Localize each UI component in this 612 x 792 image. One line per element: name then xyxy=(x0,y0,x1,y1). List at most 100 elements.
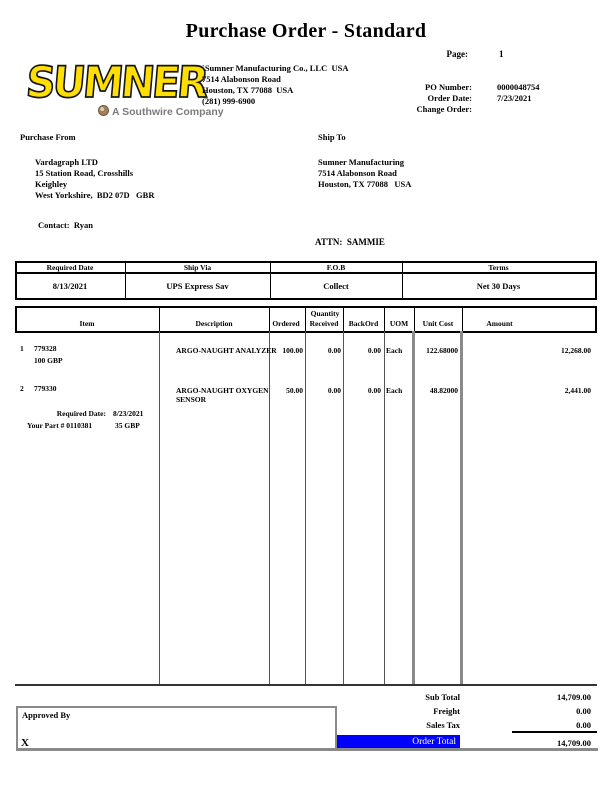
vendor-address-line: West Yorkshire, BD2 07D GBR xyxy=(35,190,155,200)
attn-label: ATTN: xyxy=(315,237,343,247)
company-address-line: `Sumner Manufacturing Co., LLC USA xyxy=(202,63,349,73)
ship-to-address: Sumner Manufacturing 7514 Alabonson Road… xyxy=(318,157,411,190)
row1-item-number: 779328 xyxy=(34,344,57,353)
order-meta-labels: PO Number: Order Date: Change Order: xyxy=(370,82,472,115)
vendor-address-line: 15 Station Road, Crosshills xyxy=(35,168,134,178)
terms-header-terms: Terms xyxy=(488,263,509,272)
order-total-bar: Order Total xyxy=(337,735,460,750)
items-header-amount: Amount xyxy=(486,319,513,328)
items-header-divider xyxy=(384,308,385,331)
items-header-received: Received xyxy=(309,319,339,328)
items-body-divider xyxy=(343,331,344,684)
terms-col-divider xyxy=(402,261,403,300)
terms-header-fob: F.O.B xyxy=(326,263,346,272)
terms-value-required-date: 8/13/2021 xyxy=(52,281,88,291)
vendor-address: Vardagraph LTD 15 Station Road, Crosshil… xyxy=(35,157,154,201)
logo-tagline: A Southwire Company xyxy=(98,105,224,118)
contact-line: Contact: Ryan xyxy=(38,220,93,231)
company-address-line: (281) 999-6900 xyxy=(202,96,256,106)
attn-line: ATTN: SAMMIE xyxy=(315,237,385,248)
row1-description: ARGO-NAUGHT ANALYZER xyxy=(176,346,277,355)
southwire-globe-icon xyxy=(98,105,109,116)
terms-header-required-date: Required Date xyxy=(46,263,94,272)
items-header-divider xyxy=(343,308,344,331)
sales-tax-value: 0.00 xyxy=(576,720,591,730)
contact-label: Contact: xyxy=(38,220,70,230)
order-total-rule xyxy=(512,731,597,733)
row1-ordered: 100.00 xyxy=(282,346,303,355)
row2-item-number: 779330 xyxy=(34,384,57,393)
page-title: Purchase Order - Standard xyxy=(185,20,427,42)
items-header-unit-cost: Unit Cost xyxy=(422,319,454,328)
items-body-divider xyxy=(269,331,270,684)
order-meta-values: 0000048754 7/23/2021 xyxy=(497,82,540,104)
row2-part-qty: 35 GBP xyxy=(115,421,140,430)
items-body-divider-thick xyxy=(412,331,415,684)
row2-description-line2: SENSOR xyxy=(176,395,207,404)
row2-received: 0.00 xyxy=(327,386,341,395)
items-header-quantity-group: Quantity xyxy=(310,309,340,318)
attn-value: SAMMIE xyxy=(346,237,385,247)
items-header-border xyxy=(15,306,597,333)
items-header-divider xyxy=(462,308,463,331)
order-total-label: Order Total xyxy=(412,737,456,747)
company-address-line: Houston, TX 77088 USA xyxy=(202,85,294,95)
items-body-divider xyxy=(384,331,385,684)
company-address-line: 7514 Alabonson Road xyxy=(202,74,281,84)
terms-value-terms: Net 30 Days xyxy=(476,281,521,291)
sub-total-value: 14,709.00 xyxy=(557,692,591,702)
sub-total-label: Sub Total xyxy=(425,692,460,702)
page-number-label: Page: xyxy=(446,49,469,59)
items-header-divider xyxy=(269,308,270,331)
items-body-divider xyxy=(159,331,160,684)
row1-amount: 12,268.00 xyxy=(561,346,591,355)
tagline-text: A Southwire Company xyxy=(112,106,224,118)
company-address: `Sumner Manufacturing Co., LLC USA 7514 … xyxy=(202,63,348,107)
company-logo: SUMNER xyxy=(23,57,217,109)
freight-value: 0.00 xyxy=(576,706,591,716)
terms-header-ship-via: Ship Via xyxy=(183,263,212,272)
approved-by-box: Approved By X xyxy=(16,706,337,750)
brand-wordmark: SUMNER xyxy=(23,57,209,109)
items-header-uom: UOM xyxy=(389,319,409,328)
items-header-divider xyxy=(414,308,415,331)
row2-backord: 0.00 xyxy=(367,386,381,395)
row2-line-number: 2 xyxy=(20,384,24,393)
order-date-value: 7/23/2021 xyxy=(497,93,532,103)
items-header-divider xyxy=(305,308,306,331)
terms-col-divider xyxy=(270,261,271,300)
items-header-description: Description xyxy=(195,319,233,328)
change-order-label: Change Order: xyxy=(416,104,472,114)
row2-unit-cost: 48.82000 xyxy=(429,386,458,395)
signature-x-label: X xyxy=(21,737,29,749)
purchase-from-label: Purchase From xyxy=(20,132,76,142)
ship-to-address-line: 7514 Alabonson Road xyxy=(318,168,397,178)
row2-required-date-value: 8/23/2021 xyxy=(113,409,144,418)
items-header-divider xyxy=(159,308,160,331)
po-number-value: 0000048754 xyxy=(497,82,540,92)
terms-header-rule xyxy=(15,272,597,274)
terms-col-divider xyxy=(125,261,126,300)
row2-ordered: 50.00 xyxy=(286,386,303,395)
row2-description-line1: ARGO-NAUGHT OXYGEN xyxy=(176,386,269,395)
items-header-ordered: Ordered xyxy=(272,319,300,328)
items-header-backord: BackOrd xyxy=(348,319,379,328)
row2-required-date-label: Required Date: xyxy=(56,409,106,418)
ship-to-address-line: Houston, TX 77088 USA xyxy=(318,179,412,189)
row1-unit-cost: 122.68000 xyxy=(426,346,458,355)
page-number-value: 1 xyxy=(499,49,504,59)
row1-uom: Each xyxy=(386,346,403,355)
order-date-label: Order Date: xyxy=(427,93,472,103)
po-number-label: PO Number: xyxy=(425,82,472,92)
items-body-divider xyxy=(305,331,306,684)
items-header-item: Item xyxy=(79,319,95,328)
ship-to-name: Sumner Manufacturing xyxy=(318,157,405,167)
items-table-bottom-rule xyxy=(15,684,597,686)
order-total-value: 14,709.00 xyxy=(557,738,591,748)
terms-value-ship-via: UPS Express Sav xyxy=(166,281,229,291)
vendor-name: Vardagraph LTD xyxy=(35,157,98,167)
vendor-address-line: Keighley xyxy=(35,179,68,189)
row2-uom: Each xyxy=(386,386,403,395)
row2-amount: 2,441.00 xyxy=(564,386,591,395)
